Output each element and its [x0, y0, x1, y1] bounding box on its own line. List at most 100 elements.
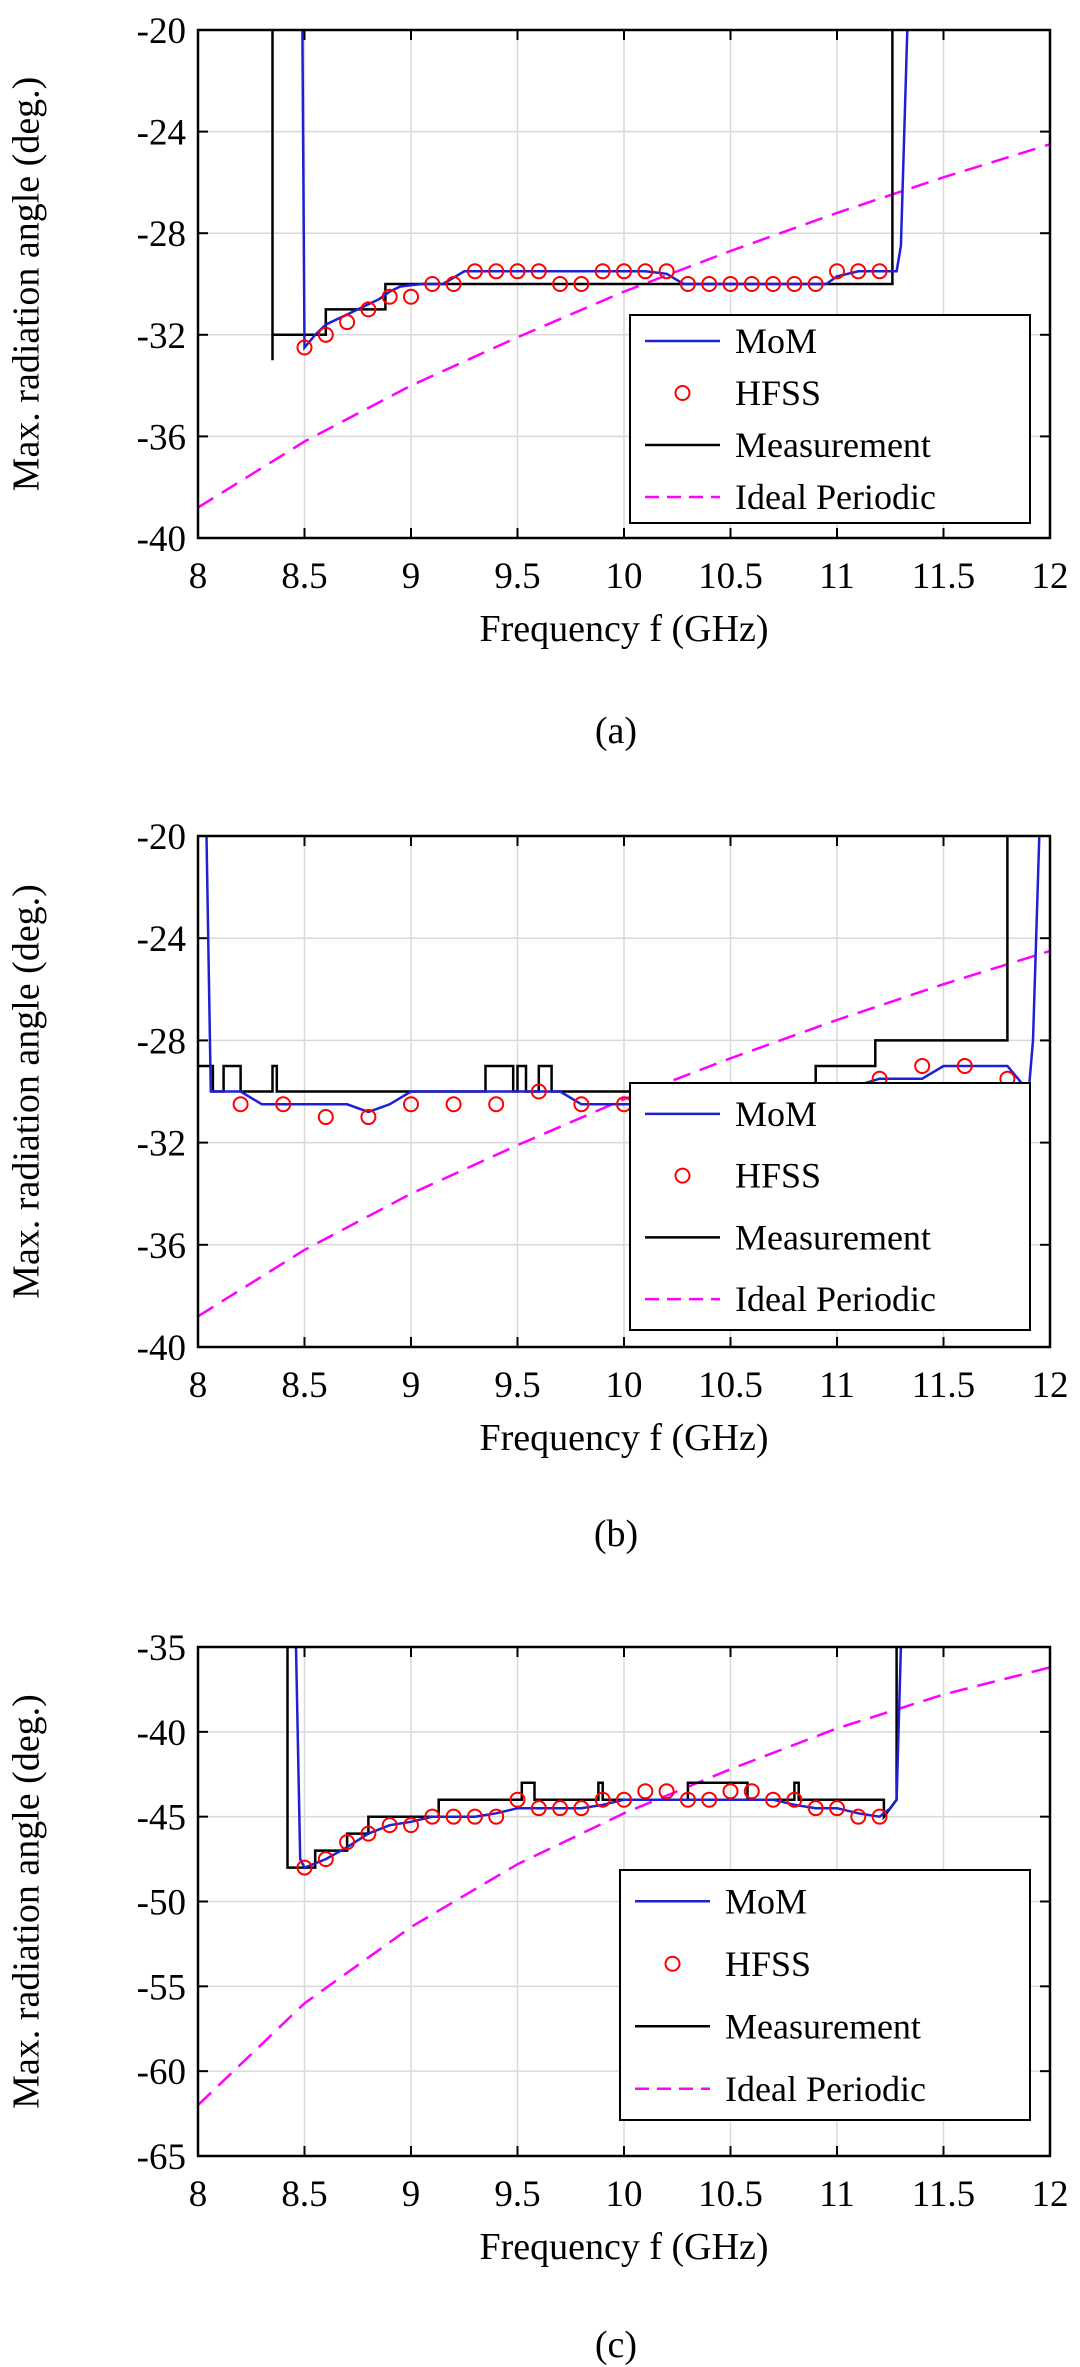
x-tick-label: 10	[606, 1365, 643, 1406]
hfss-marker	[296, 339, 313, 356]
hfss-marker	[743, 1783, 760, 1800]
hfss-marker	[765, 276, 782, 292]
hfss-marker	[445, 1096, 462, 1113]
x-tick-label: 12	[1032, 1365, 1069, 1406]
series-group	[198, 836, 1050, 1318]
legend-label-mom: MoM	[725, 1881, 807, 1921]
hfss-marker	[679, 276, 696, 292]
hfss-marker	[701, 1791, 718, 1808]
x-tick-label: 10	[606, 556, 643, 597]
x-tick-label: 8.5	[281, 556, 327, 597]
hfss-marker	[445, 276, 462, 292]
hfss-marker	[807, 276, 824, 292]
hfss-marker	[765, 1791, 782, 1808]
legend-label-mom: MoM	[735, 1094, 817, 1134]
y-tick-label: -40	[137, 1328, 186, 1369]
y-tick-label: -45	[137, 1798, 186, 1839]
y-tick-label: -28	[137, 214, 186, 255]
legend-label-ideal-periodic: Ideal Periodic	[735, 477, 936, 517]
y-tick-label: -28	[137, 1021, 186, 1062]
hfss-marker	[594, 263, 611, 280]
x-tick-label: 8	[189, 556, 208, 597]
hfss-marker	[850, 1808, 867, 1825]
hfss-marker	[722, 276, 739, 292]
y-tick-label: -36	[137, 417, 186, 458]
panel-caption: (b)	[594, 1513, 638, 1555]
x-tick-label: 9	[402, 2174, 421, 2215]
hfss-marker	[509, 1791, 526, 1808]
hfss-marker	[658, 263, 675, 280]
axes-frame	[196, 28, 1052, 540]
hfss-marker	[552, 276, 569, 292]
chart-panel-1: 8 8.5 9 9.5 10 10.5 11 11.5 12 -40 -36 -32 -28 -24 -20…	[6, 11, 1069, 752]
hfss-marker	[509, 263, 526, 280]
x-tick-label: 8	[189, 2174, 208, 2215]
hfss-marker	[403, 288, 419, 305]
series-group	[198, 30, 1050, 509]
measurement-line	[286, 1647, 898, 1869]
hfss-marker	[488, 1808, 505, 1825]
hfss-marker	[488, 263, 505, 280]
hfss-marker	[381, 288, 398, 305]
chart-panel-3: 8 8.5 9 9.5 10 10.5 11 11.5 12 -65 -60 -55 -50 -45 -40…	[6, 1628, 1069, 2366]
x-tick-label: 9	[402, 1365, 421, 1406]
y-tick-label: -50	[137, 1883, 186, 1924]
hfss-marker	[275, 1096, 292, 1113]
hfss-marker	[871, 263, 888, 280]
x-tick-label: 12	[1032, 2174, 1069, 2215]
hfss-marker	[807, 1800, 824, 1817]
x-tick-label: 10.5	[698, 1365, 763, 1406]
x-tick-label: 11.5	[912, 1365, 975, 1406]
hfss-marker	[914, 1057, 931, 1074]
x-tick-label: 11.5	[912, 556, 975, 597]
panel-caption: (c)	[595, 2324, 637, 2366]
hfss-marker	[573, 1096, 590, 1113]
y-tick-label: -24	[137, 113, 186, 154]
x-tick-label: 10.5	[698, 2174, 763, 2215]
legend-label-hfss: HFSS	[735, 1156, 821, 1196]
hfss-marker	[658, 1783, 675, 1800]
chart-panel-2: 8 8.5 9 9.5 10 10.5 11 11.5 12 -40 -36 -32 -28 -24 -20…	[6, 817, 1069, 1555]
y-axis-label: Max. radiation angle (deg.)	[6, 77, 48, 492]
y-tick-label: -36	[137, 1226, 186, 1267]
hfss-marker	[530, 1083, 547, 1100]
hfss-marker	[829, 1800, 845, 1817]
y-tick-label: -40	[137, 1713, 186, 1754]
legend-label-ideal-periodic: Ideal Periodic	[725, 2069, 926, 2109]
hfss-marker	[530, 263, 547, 280]
y-tick-label: -35	[137, 1628, 186, 1669]
ideal-periodic-line	[198, 143, 1050, 509]
y-tick-label: -60	[137, 2052, 186, 2093]
y-axis-label: Max. radiation angle (deg.)	[6, 1694, 48, 2109]
x-tick-label: 11	[819, 2174, 855, 2215]
legend-label-hfss: HFSS	[725, 1944, 811, 1984]
hfss-marker	[616, 263, 632, 280]
mom-line	[205, 836, 1041, 1114]
hfss-marker	[424, 1808, 441, 1825]
y-tick-label: -20	[137, 11, 186, 52]
legend-marker-hfss	[674, 1167, 691, 1184]
x-tick-label: 11.5	[912, 2174, 975, 2215]
hfss-marker	[637, 1783, 654, 1800]
hfss-marker	[637, 263, 654, 280]
ideal-periodic-line	[198, 949, 1050, 1318]
hfss-marker	[573, 1800, 590, 1817]
axes-frame	[196, 1645, 1052, 2158]
hfss-marker	[786, 1791, 803, 1808]
x-tick-label: 9.5	[494, 556, 540, 597]
legend-box	[619, 1869, 1031, 2121]
hfss-marker	[850, 263, 867, 280]
hfss-marker	[679, 1791, 696, 1808]
hfss-marker	[317, 1109, 334, 1126]
ideal-periodic-line	[198, 1666, 1050, 2107]
hfss-marker	[445, 1808, 462, 1825]
y-tick-label: -65	[137, 2137, 186, 2178]
y-tick-label: -32	[137, 1124, 186, 1165]
x-tick-label: 9	[402, 556, 421, 597]
legend-marker-hfss	[674, 385, 691, 401]
hfss-marker	[530, 1800, 547, 1817]
hfss-marker	[871, 1808, 888, 1825]
hfss-marker	[701, 276, 718, 292]
hfss-marker	[488, 1096, 505, 1113]
